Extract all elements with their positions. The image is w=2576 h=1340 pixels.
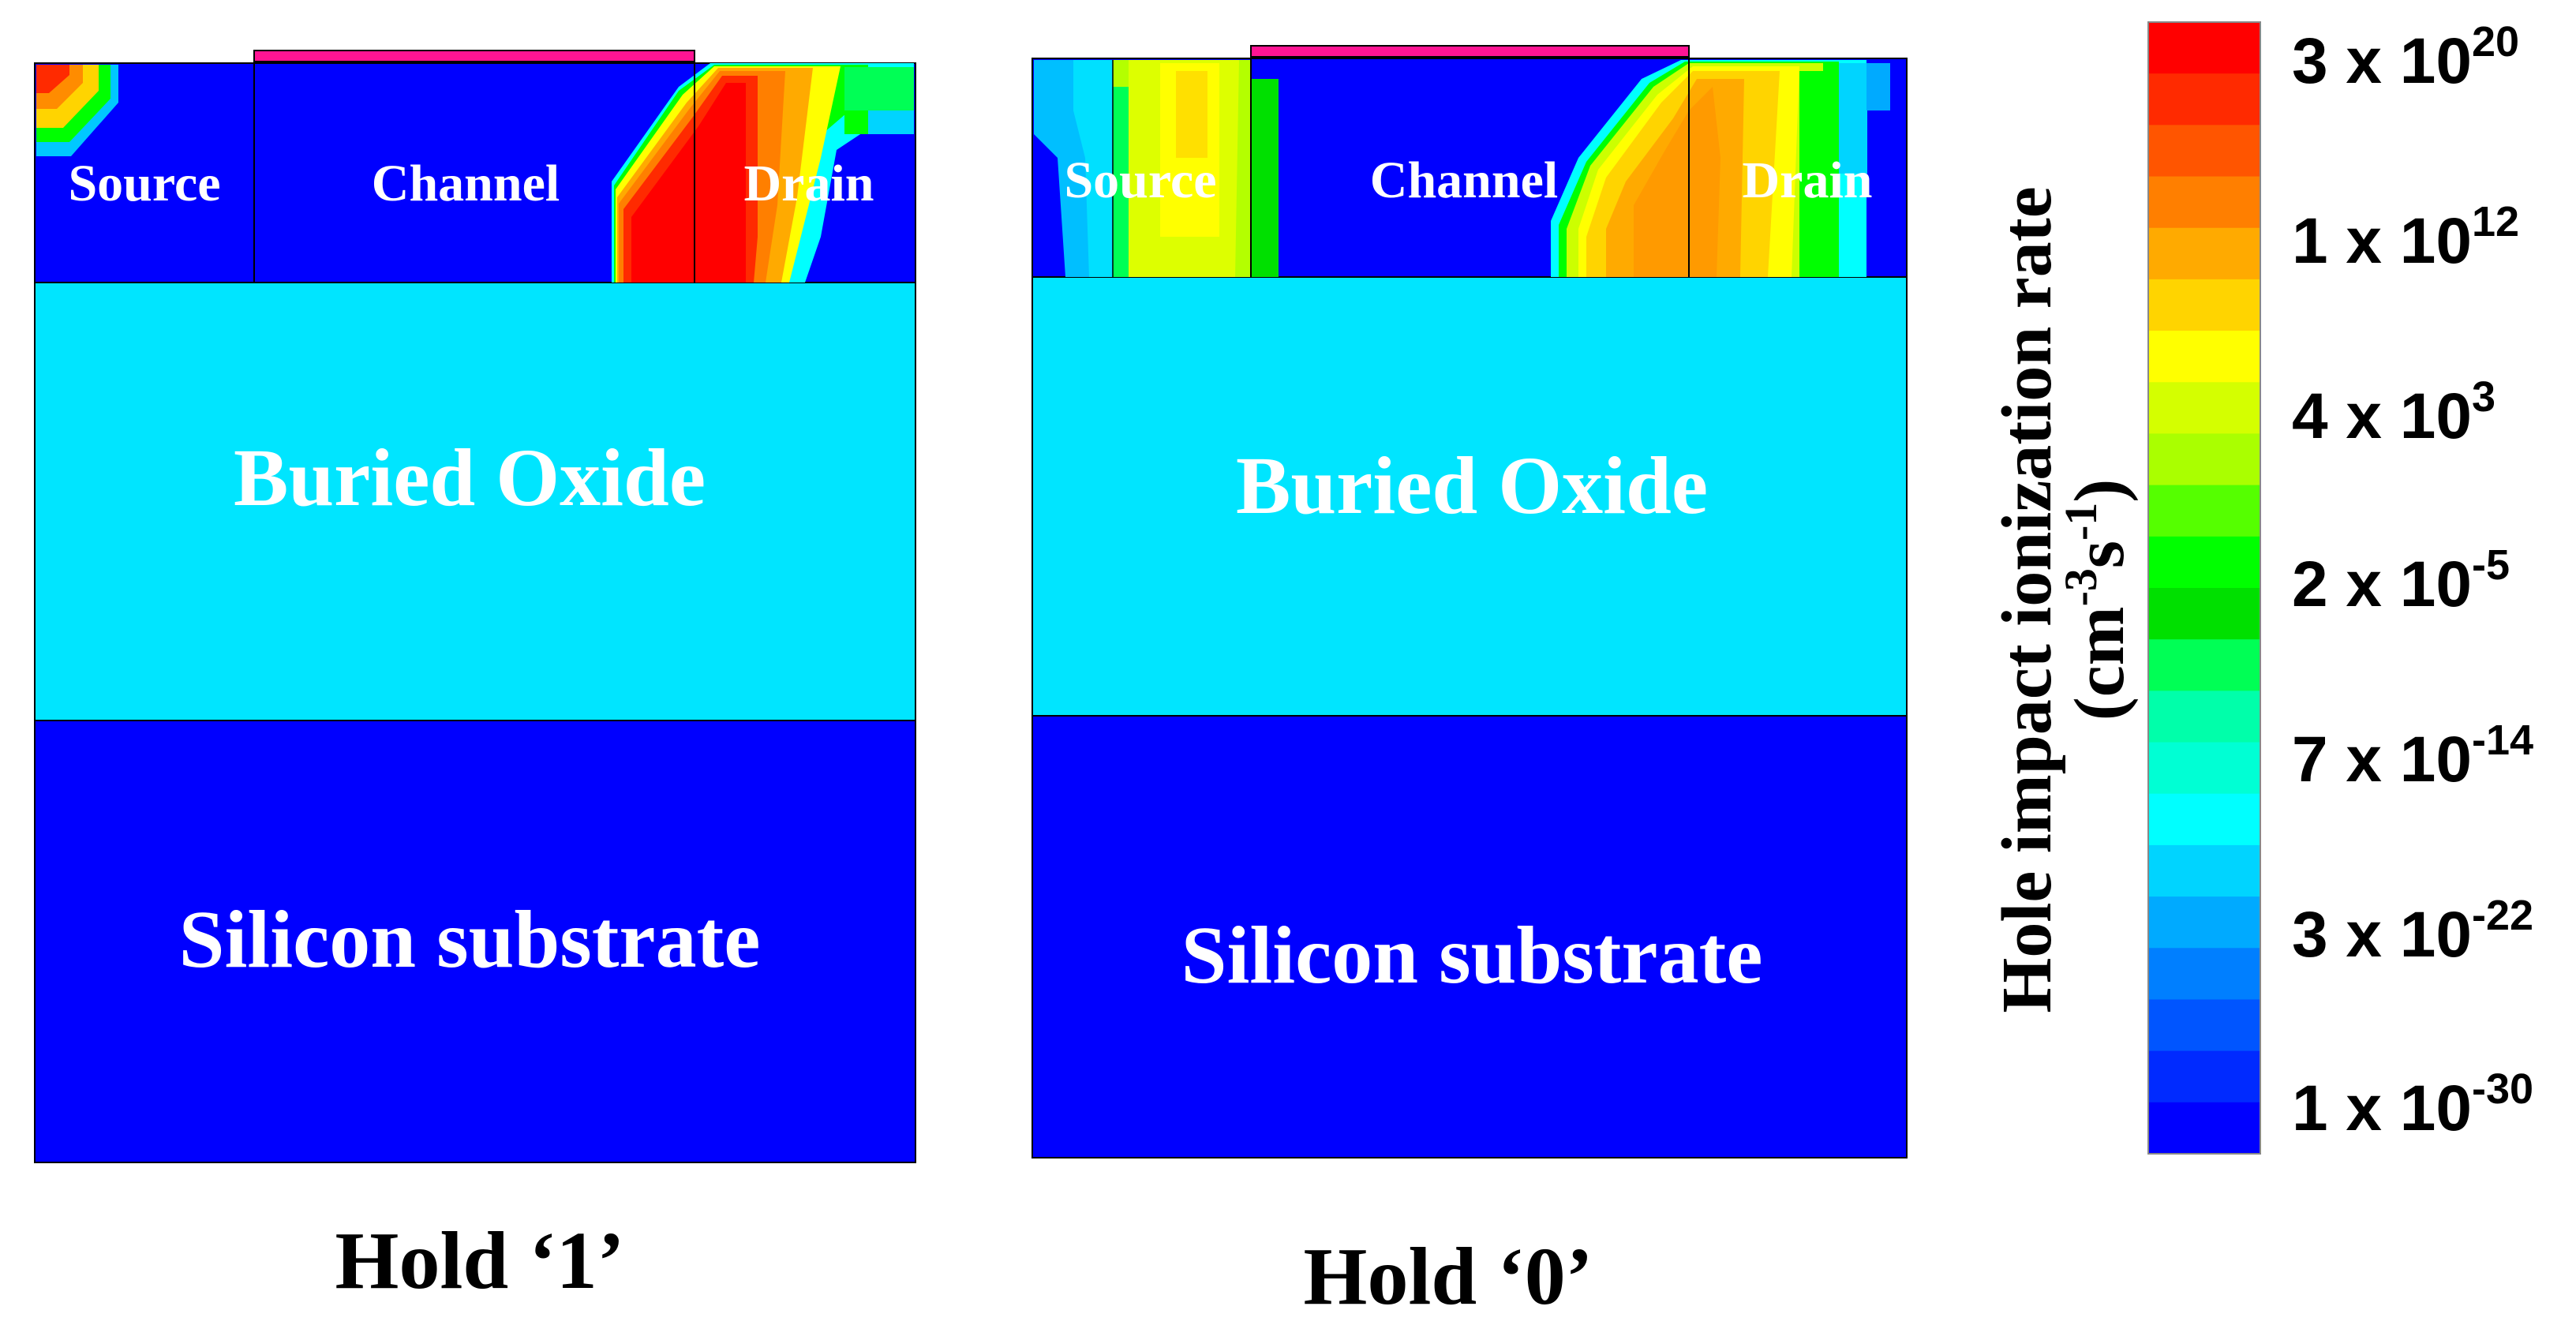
- colorbar-band: [2148, 742, 2260, 795]
- colorbar-band: [2148, 331, 2260, 383]
- oxide-label: Buried Oxide: [1236, 440, 1708, 531]
- channel-label: Channel: [1370, 152, 1558, 209]
- colorbar-ticks: 3 x 1020 1 x 1012 4 x 103 2 x 10-5 7 x 1…: [2292, 18, 2533, 1144]
- colorbar-unit: (cm-3s-1): [2055, 479, 2139, 721]
- colorbar-tick-label: 1 x 1012: [2292, 198, 2519, 277]
- substrate-label: Silicon substrate: [179, 894, 761, 985]
- colorbar-bands: [2148, 22, 2260, 1155]
- substrate-region: [1032, 715, 1908, 1158]
- colorbar-band: [2148, 793, 2260, 846]
- colorbar-tick-label: 2 x 10-5: [2292, 541, 2510, 620]
- colorbar-band: [2148, 382, 2260, 435]
- gate-electrode: [1250, 45, 1690, 58]
- colorbar-band: [2148, 896, 2260, 949]
- colorbar-band: [2148, 639, 2260, 691]
- source-contour: [36, 65, 118, 156]
- colorbar-tick-label: 4 x 103: [2292, 373, 2496, 452]
- substrate-region: [34, 720, 916, 1163]
- colorbar-band: [2148, 536, 2260, 589]
- colorbar-band: [2148, 999, 2260, 1052]
- colorbar-band: [2148, 125, 2260, 178]
- panel-hold-0: Source Channel Drain Buried Oxide Silico…: [1032, 45, 1908, 1322]
- colorbar-frame: [2147, 21, 2261, 1155]
- colorbar-band: [2148, 227, 2260, 280]
- gate-electrode: [253, 50, 695, 62]
- drain-label: Drain: [744, 155, 874, 212]
- colorbar-band: [2148, 433, 2260, 486]
- oxide-label: Buried Oxide: [234, 432, 706, 523]
- colorbar-tick-label: 7 x 10-14: [2292, 717, 2533, 795]
- panel-caption: Hold ‘0’: [1304, 1231, 1593, 1322]
- colorbar-band: [2148, 485, 2260, 537]
- colorbar-band: [2148, 1050, 2260, 1103]
- colorbar-band: [2148, 691, 2260, 743]
- colorbar-band: [2148, 22, 2260, 74]
- colorbar-band: [2148, 948, 2260, 1001]
- oxide-region: [34, 282, 916, 721]
- colorbar-band: [2148, 73, 2260, 125]
- colorbar: Hole impact ionization rate (cm-3s-1) 3 …: [1988, 18, 2533, 1155]
- oxide-region: [1032, 276, 1908, 717]
- panel-caption: Hold ‘1’: [335, 1215, 625, 1306]
- drain-label: Drain: [1743, 152, 1873, 209]
- colorbar-tick-label: 1 x 10-30: [2292, 1065, 2533, 1144]
- colorbar-band: [2148, 844, 2260, 897]
- colorbar-band: [2148, 176, 2260, 229]
- source-label: Source: [1064, 152, 1216, 209]
- colorbar-tick-label: 3 x 10-22: [2292, 892, 2533, 971]
- channel-label: Channel: [372, 155, 560, 212]
- panel-hold-1: Source Channel Drain Buried Oxide Silico…: [34, 50, 916, 1306]
- colorbar-title: Hole impact ionization rate: [1988, 186, 2066, 1012]
- colorbar-band: [2148, 588, 2260, 640]
- colorbar-band: [2148, 1102, 2260, 1155]
- source-label: Source: [68, 155, 220, 212]
- drain-contour: [612, 63, 914, 283]
- source-contour: [1034, 60, 1279, 277]
- substrate-label: Silicon substrate: [1181, 910, 1763, 1001]
- colorbar-tick-label: 3 x 1020: [2292, 18, 2519, 97]
- colorbar-band: [2148, 279, 2260, 331]
